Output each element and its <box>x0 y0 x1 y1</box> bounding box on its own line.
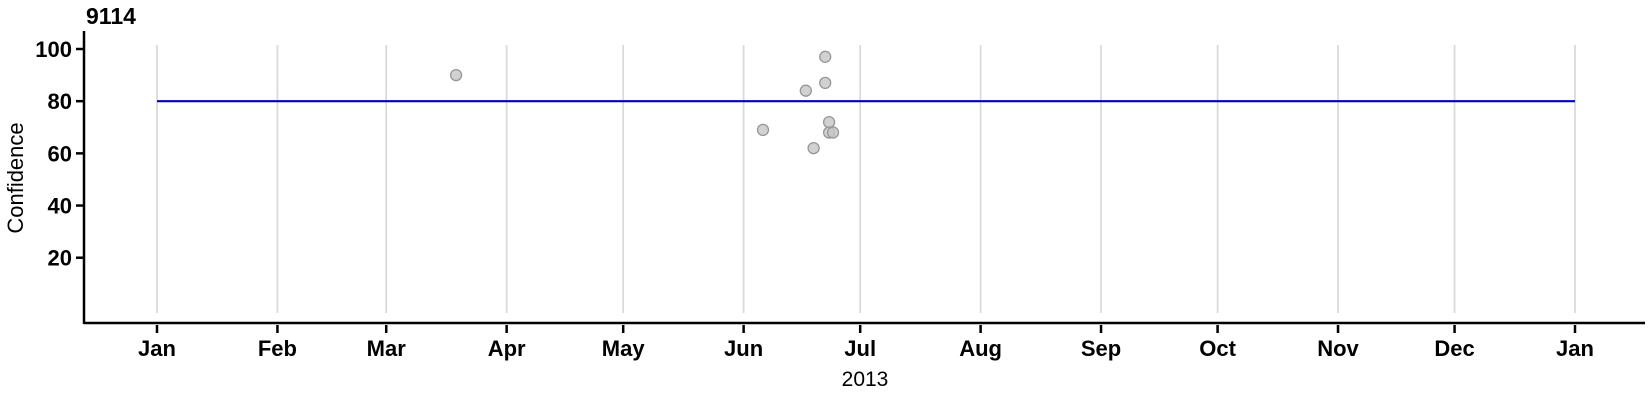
x-tick-label-sep-8: Sep <box>1081 336 1121 361</box>
x-tick-label-jul-6: Jul <box>844 336 876 361</box>
x-tick-label-jan-0: Jan <box>138 336 176 361</box>
data-point-1 <box>756 123 770 137</box>
data-point-5 <box>819 76 832 90</box>
x-tick-label-jan-12: Jan <box>1556 336 1594 361</box>
data-point-2 <box>799 84 812 97</box>
x-tick-label-mar-2: Mar <box>367 336 407 361</box>
data-point-3 <box>807 141 820 155</box>
x-tick-label-feb-1: Feb <box>258 336 297 361</box>
data-point-6 <box>822 115 836 129</box>
x-tick-label-may-4: May <box>602 336 646 361</box>
y-tick-label-20: 20 <box>48 246 72 271</box>
x-tick-label-oct-9: Oct <box>1199 336 1236 361</box>
y-tick-label-60: 60 <box>48 141 72 166</box>
x-tick-label-apr-3: Apr <box>488 336 526 361</box>
x-tick-label-aug-7: Aug <box>959 336 1002 361</box>
chart-title: 9114 <box>86 3 136 29</box>
data-point-4 <box>819 50 832 63</box>
y-tick-label-40: 40 <box>48 194 72 219</box>
y-axis-title: Confidence <box>3 122 28 234</box>
y-tick-label-80: 80 <box>48 89 72 114</box>
data-point-8 <box>826 126 840 139</box>
x-tick-label-nov-10: Nov <box>1317 336 1359 361</box>
data-point-0 <box>449 68 463 82</box>
x-tick-label-jun-5: Jun <box>724 336 763 361</box>
x-tick-label-dec-11: Dec <box>1434 336 1474 361</box>
x-axis-year-label: 2013 <box>841 368 889 391</box>
y-tick-label-100: 100 <box>35 37 72 62</box>
